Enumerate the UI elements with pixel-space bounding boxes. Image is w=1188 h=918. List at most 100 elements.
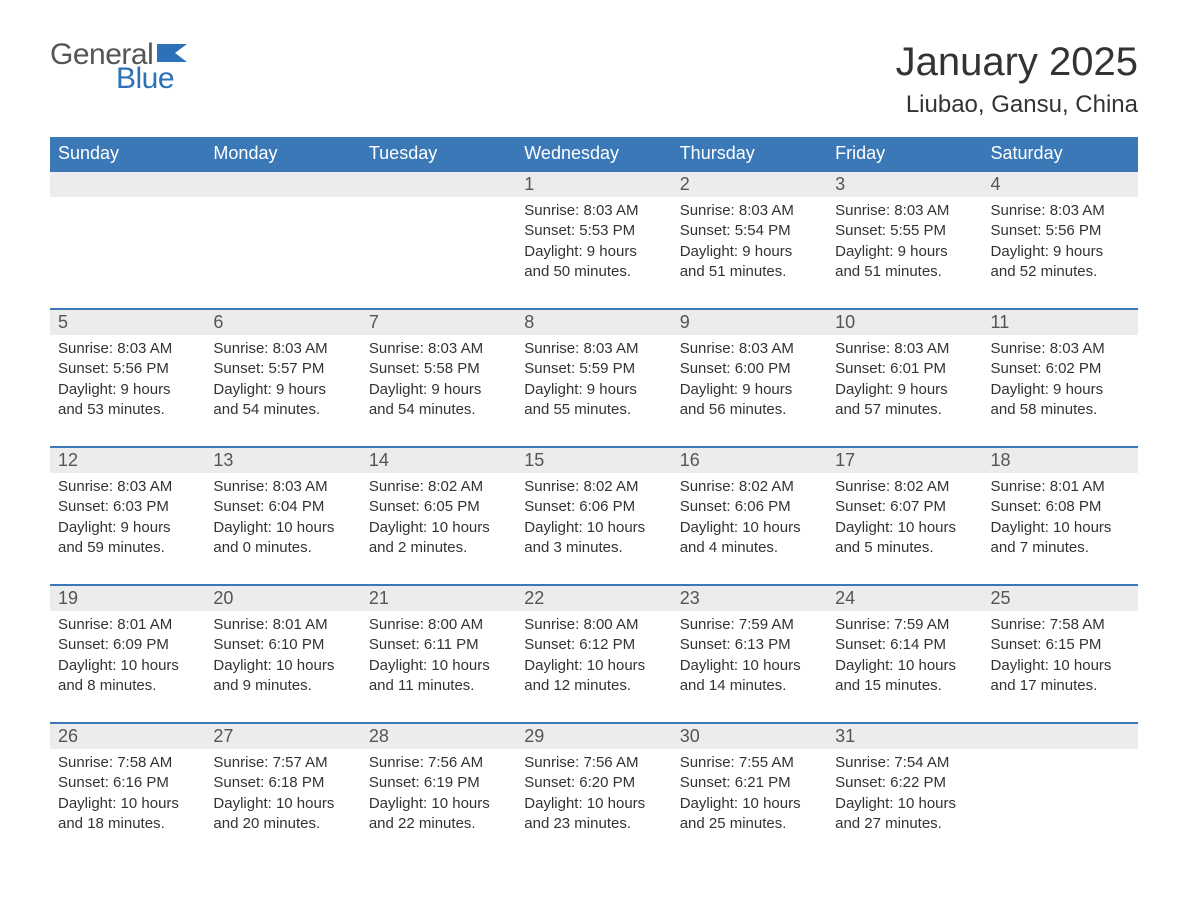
sunrise-line: Sunrise: 8:03 AM xyxy=(213,339,352,359)
daylight-line: Daylight: 10 hours and 0 minutes. xyxy=(213,518,352,559)
daylight-line: Daylight: 9 hours and 53 minutes. xyxy=(58,380,197,421)
weekday-header: Thursday xyxy=(672,137,827,171)
daylight-line: Daylight: 10 hours and 5 minutes. xyxy=(835,518,974,559)
day-data-cell: Sunrise: 8:00 AMSunset: 6:11 PMDaylight:… xyxy=(361,611,516,723)
day-data-cell: Sunrise: 8:03 AMSunset: 6:03 PMDaylight:… xyxy=(50,473,205,585)
day-data-row: Sunrise: 8:01 AMSunset: 6:09 PMDaylight:… xyxy=(50,611,1138,723)
title-block: January 2025 Liubao, Gansu, China xyxy=(896,40,1138,119)
sunset-line: Sunset: 6:09 PM xyxy=(58,635,197,655)
daylight-line: Daylight: 9 hours and 51 minutes. xyxy=(835,242,974,283)
sunrise-line: Sunrise: 8:01 AM xyxy=(991,477,1130,497)
day-data-row: Sunrise: 8:03 AMSunset: 5:53 PM Daylight:… xyxy=(50,197,1138,309)
sunset-line: Sunset: 6:08 PM xyxy=(991,497,1130,517)
day-number-cell: 6 xyxy=(205,309,360,335)
day-number-cell xyxy=(50,171,205,197)
sunset-line: Sunset: 6:01 PM xyxy=(835,359,974,379)
calendar-header-row: SundayMondayTuesdayWednesdayThursdayFrid… xyxy=(50,137,1138,171)
sunset-line: Sunset: 5:56 PM xyxy=(991,221,1130,241)
day-data-cell: Sunrise: 7:54 AMSunset: 6:22 PMDaylight:… xyxy=(827,749,982,860)
sunrise-line: Sunrise: 8:03 AM xyxy=(991,339,1130,359)
month-title: January 2025 xyxy=(896,40,1138,85)
day-number-cell: 31 xyxy=(827,723,982,749)
day-number-cell: 4 xyxy=(983,171,1138,197)
weekday-header: Sunday xyxy=(50,137,205,171)
daylight-line: Daylight: 9 hours and 58 minutes. xyxy=(991,380,1130,421)
day-number-cell: 18 xyxy=(983,447,1138,473)
daylight-line: Daylight: 10 hours and 20 minutes. xyxy=(213,794,352,835)
day-number-cell: 12 xyxy=(50,447,205,473)
sunset-line: Sunset: 6:15 PM xyxy=(991,635,1130,655)
calendar-table: SundayMondayTuesdayWednesdayThursdayFrid… xyxy=(50,137,1138,860)
daylight-line: Daylight: 10 hours and 27 minutes. xyxy=(835,794,974,835)
daylight-line: Daylight: 10 hours and 8 minutes. xyxy=(58,656,197,697)
sunrise-line: Sunrise: 7:56 AM xyxy=(524,753,663,773)
day-number-cell: 11 xyxy=(983,309,1138,335)
day-data-cell: Sunrise: 8:03 AMSunset: 5:58 PMDaylight:… xyxy=(361,335,516,447)
daylight-line: Daylight: 10 hours and 18 minutes. xyxy=(58,794,197,835)
day-data-row: Sunrise: 7:58 AMSunset: 6:16 PMDaylight:… xyxy=(50,749,1138,860)
sunset-line: Sunset: 6:04 PM xyxy=(213,497,352,517)
sunset-line: Sunset: 6:12 PM xyxy=(524,635,663,655)
day-data-cell: Sunrise: 8:03 AMSunset: 6:02 PMDaylight:… xyxy=(983,335,1138,447)
daylight-line: Daylight: 9 hours and 51 minutes. xyxy=(680,242,819,283)
weekday-header: Saturday xyxy=(983,137,1138,171)
day-number-row: 12131415161718 xyxy=(50,447,1138,473)
weekday-header: Monday xyxy=(205,137,360,171)
day-number-cell: 23 xyxy=(672,585,827,611)
daylight-line: Daylight: 9 hours and 55 minutes. xyxy=(524,380,663,421)
day-data-cell: Sunrise: 8:03 AMSunset: 6:04 PMDaylight:… xyxy=(205,473,360,585)
weekday-header: Tuesday xyxy=(361,137,516,171)
daylight-line: Daylight: 9 hours and 54 minutes. xyxy=(213,380,352,421)
sunset-line: Sunset: 6:05 PM xyxy=(369,497,508,517)
day-data-cell: Sunrise: 8:03 AMSunset: 6:01 PMDaylight:… xyxy=(827,335,982,447)
day-data-row: Sunrise: 8:03 AMSunset: 6:03 PMDaylight:… xyxy=(50,473,1138,585)
sunrise-line: Sunrise: 8:01 AM xyxy=(58,615,197,635)
logo: General Blue xyxy=(50,40,193,94)
day-number-cell: 20 xyxy=(205,585,360,611)
day-data-cell xyxy=(50,197,205,309)
sunset-line: Sunset: 6:03 PM xyxy=(58,497,197,517)
day-data-cell: Sunrise: 8:03 AMSunset: 5:53 PMDaylight:… xyxy=(516,197,671,309)
day-number-cell: 29 xyxy=(516,723,671,749)
daylight-line: Daylight: 9 hours and 57 minutes. xyxy=(835,380,974,421)
sunrise-line: Sunrise: 7:57 AM xyxy=(213,753,352,773)
daylight-line: Daylight: 9 hours and 52 minutes. xyxy=(991,242,1130,283)
daylight-line: Daylight: 10 hours and 9 minutes. xyxy=(213,656,352,697)
sunset-line: Sunset: 6:07 PM xyxy=(835,497,974,517)
sunrise-line: Sunrise: 7:55 AM xyxy=(680,753,819,773)
daylight-line: Daylight: 10 hours and 12 minutes. xyxy=(524,656,663,697)
day-data-cell: Sunrise: 7:56 AMSunset: 6:19 PMDaylight:… xyxy=(361,749,516,860)
day-number-cell: 14 xyxy=(361,447,516,473)
sunrise-line: Sunrise: 8:03 AM xyxy=(58,477,197,497)
day-data-cell: Sunrise: 8:03 AMSunset: 5:55 PMDaylight:… xyxy=(827,197,982,309)
daylight-line: Daylight: 9 hours and 59 minutes. xyxy=(58,518,197,559)
sunset-line: Sunset: 6:21 PM xyxy=(680,773,819,793)
day-data-cell: Sunrise: 8:03 AMSunset: 5:59 PMDaylight:… xyxy=(516,335,671,447)
daylight-line: Daylight: 10 hours and 7 minutes. xyxy=(991,518,1130,559)
sunset-line: Sunset: 6:11 PM xyxy=(369,635,508,655)
day-data-cell: Sunrise: 8:02 AMSunset: 6:07 PMDaylight:… xyxy=(827,473,982,585)
day-number-cell: 13 xyxy=(205,447,360,473)
day-data-row: Sunrise: 8:03 AMSunset: 5:56 PMDaylight:… xyxy=(50,335,1138,447)
day-data-cell: Sunrise: 8:03 AMSunset: 6:00 PMDaylight:… xyxy=(672,335,827,447)
day-data-cell: Sunrise: 7:57 AMSunset: 6:18 PMDaylight:… xyxy=(205,749,360,860)
day-number-cell: 9 xyxy=(672,309,827,335)
calendar-body: 1234Sunrise: 8:03 AMSunset: 5:53 PMDayli… xyxy=(50,171,1138,860)
daylight-line: Daylight: 10 hours and 3 minutes. xyxy=(524,518,663,559)
day-number-cell: 15 xyxy=(516,447,671,473)
sunrise-line: Sunrise: 8:03 AM xyxy=(680,339,819,359)
sunset-line: Sunset: 5:58 PM xyxy=(369,359,508,379)
daylight-line: Daylight: 10 hours and 22 minutes. xyxy=(369,794,508,835)
daylight-line: Daylight: 10 hours and 4 minutes. xyxy=(680,518,819,559)
weekday-header: Friday xyxy=(827,137,982,171)
daylight-line: Daylight: 10 hours and 2 minutes. xyxy=(369,518,508,559)
day-data-cell: Sunrise: 8:02 AMSunset: 6:05 PMDaylight:… xyxy=(361,473,516,585)
sunset-line: Sunset: 5:53 PM xyxy=(524,221,663,241)
sunrise-line: Sunrise: 8:03 AM xyxy=(524,201,663,221)
day-number-cell: 3 xyxy=(827,171,982,197)
sunrise-line: Sunrise: 8:03 AM xyxy=(213,477,352,497)
sunset-line: Sunset: 6:06 PM xyxy=(680,497,819,517)
sunrise-line: Sunrise: 8:03 AM xyxy=(58,339,197,359)
page-header: General Blue January 2025 Liubao, Gansu,… xyxy=(50,40,1138,119)
logo-word-2: Blue xyxy=(116,64,193,94)
